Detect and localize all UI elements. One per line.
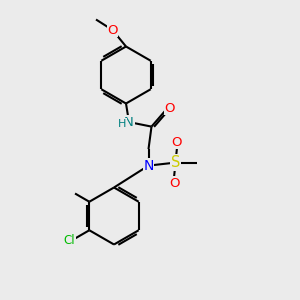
Text: O: O: [172, 136, 182, 149]
Text: O: O: [107, 23, 118, 37]
Text: O: O: [164, 101, 175, 115]
Text: O: O: [107, 23, 118, 37]
Text: N: N: [143, 159, 154, 172]
Text: S: S: [171, 155, 180, 170]
Text: Cl: Cl: [64, 233, 75, 247]
Text: N: N: [143, 159, 154, 172]
Text: O: O: [169, 176, 179, 190]
Text: H: H: [118, 118, 127, 129]
Text: O: O: [169, 176, 179, 190]
Text: N: N: [124, 116, 134, 129]
Text: O: O: [164, 101, 175, 115]
Text: H: H: [118, 118, 127, 129]
Text: S: S: [171, 155, 180, 170]
Text: O: O: [172, 136, 182, 149]
Text: N: N: [124, 116, 134, 129]
